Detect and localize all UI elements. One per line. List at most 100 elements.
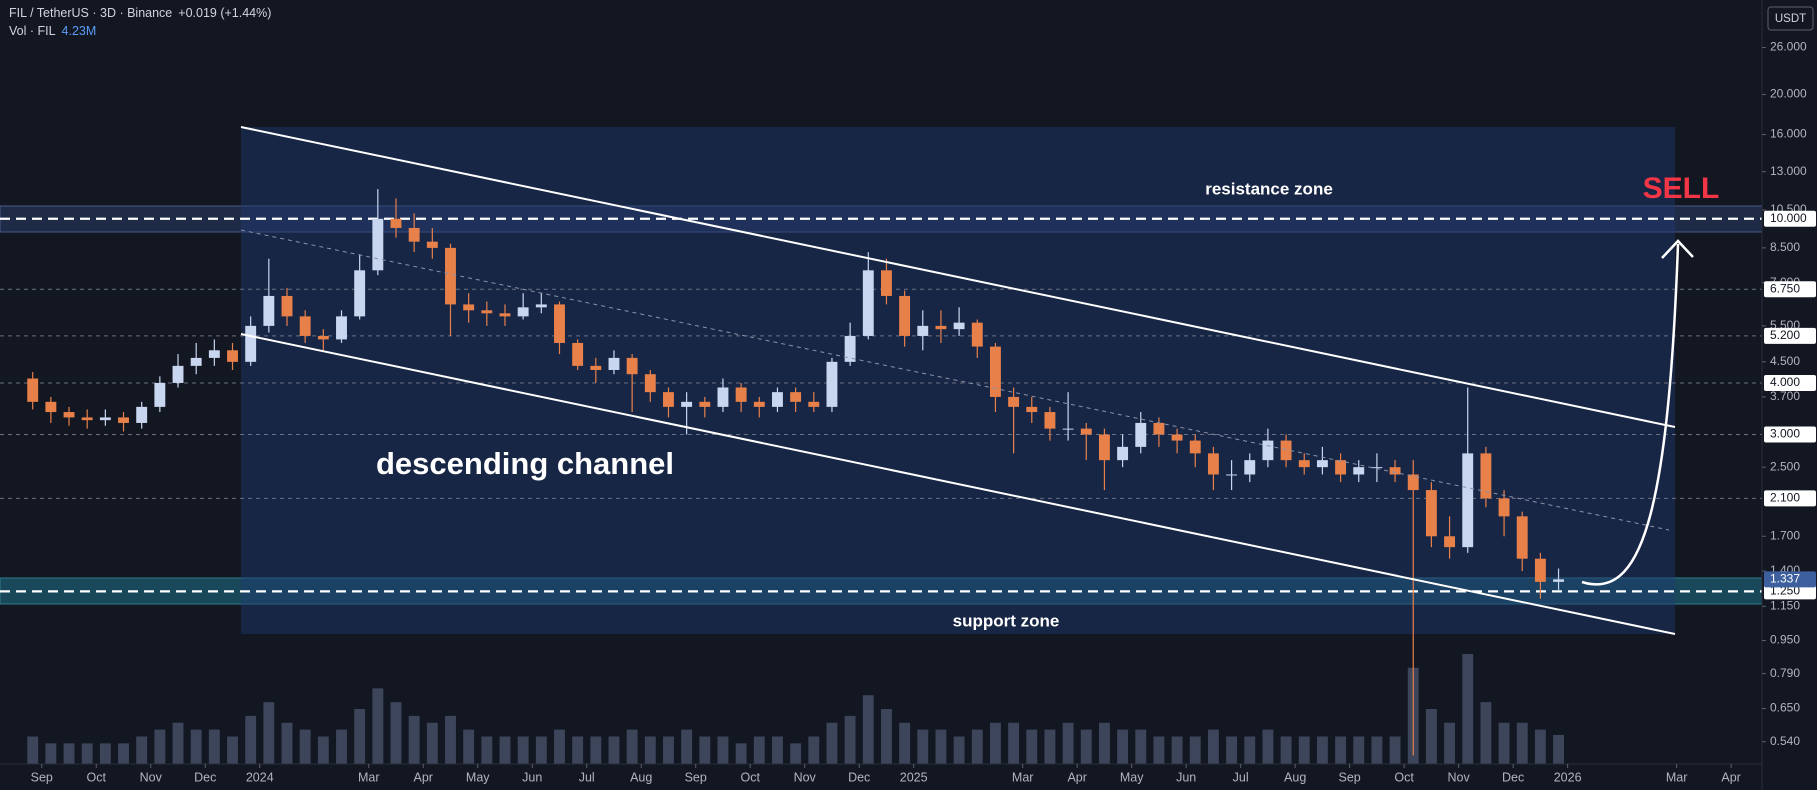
candle-body xyxy=(772,392,783,407)
volume-bar xyxy=(663,736,674,764)
volume-bar xyxy=(1371,736,1383,764)
volume-bar xyxy=(1353,736,1365,764)
last-price-label: 1.337 xyxy=(1770,571,1800,585)
y-tick-label: 0.790 xyxy=(1770,666,1800,680)
volume-bar xyxy=(190,729,202,764)
axis-labels: 26.00020.00016.00013.00010.5008.5007.000… xyxy=(31,40,1816,784)
candle-body xyxy=(390,218,402,228)
candle-body xyxy=(208,350,220,358)
volume-bar xyxy=(717,736,729,764)
channel-upper xyxy=(240,126,1676,428)
price-line-label-bg xyxy=(1764,281,1816,298)
candle-body xyxy=(190,357,202,366)
candle-body xyxy=(1098,434,1110,461)
volume-bar xyxy=(1207,729,1219,764)
price-line-label-bg xyxy=(1764,583,1816,600)
candle-body xyxy=(1244,460,1256,475)
price-line-label-bg xyxy=(1764,426,1816,443)
candle-body xyxy=(935,325,947,330)
volume-bar xyxy=(608,736,620,764)
candle-body xyxy=(1462,453,1474,548)
candle-body xyxy=(499,313,511,317)
candle-body xyxy=(1353,467,1365,475)
volume-bar xyxy=(154,729,166,764)
candle-body xyxy=(317,335,329,340)
sell-label: SELL xyxy=(1643,172,1720,205)
candle-body xyxy=(81,417,93,421)
candle-body xyxy=(753,401,765,407)
candle-body xyxy=(844,335,856,362)
volume-bar xyxy=(263,702,275,764)
y-tick-label: 3.700 xyxy=(1770,389,1800,403)
volume-bar xyxy=(1062,722,1074,764)
x-tick-label: Nov xyxy=(1448,770,1471,784)
x-tick-label: Jun xyxy=(1176,770,1196,784)
candle-body xyxy=(517,307,529,317)
volume-bar xyxy=(1044,729,1056,764)
volume-bar xyxy=(1298,736,1310,764)
y-tick-label: 4.500 xyxy=(1770,354,1800,368)
channel-lower xyxy=(240,333,1676,635)
candle-body xyxy=(917,325,929,336)
candle-body xyxy=(717,387,729,407)
volume-bar xyxy=(1226,736,1238,764)
candle-body xyxy=(1498,498,1510,517)
unit-box xyxy=(1767,6,1814,31)
volume-bar xyxy=(445,715,456,764)
x-tick-label: Mar xyxy=(358,770,380,784)
volume-bar xyxy=(317,736,329,764)
candle-body xyxy=(626,357,638,375)
candle-body xyxy=(735,387,747,402)
candle-body xyxy=(263,295,275,326)
price-line-label: 5.200 xyxy=(1770,328,1800,342)
volume-bar xyxy=(644,736,656,764)
x-tick-label: Dec xyxy=(1502,770,1524,784)
x-tick-label: Oct xyxy=(740,770,760,784)
x-tick-label: Nov xyxy=(140,770,163,784)
candle-body xyxy=(136,406,148,423)
volume-bar xyxy=(590,736,602,764)
candle-body xyxy=(663,392,674,407)
candle-body xyxy=(1226,474,1238,476)
price-line-label: 4.000 xyxy=(1770,375,1800,389)
candle-body xyxy=(118,417,129,423)
volume-bar xyxy=(844,715,856,764)
y-tick-label: 1.700 xyxy=(1770,528,1800,542)
price-axis xyxy=(1762,0,1817,790)
candle-body xyxy=(1026,406,1038,413)
candle-body xyxy=(1044,412,1056,429)
volume-bar xyxy=(1098,722,1110,764)
candle-body xyxy=(99,417,111,421)
volume-bar xyxy=(1135,729,1147,764)
volume-bar xyxy=(27,736,39,764)
y-tick-label: 26.000 xyxy=(1770,40,1807,54)
volume-bar xyxy=(626,729,638,764)
volume-bar xyxy=(1080,729,1092,764)
candle-body xyxy=(1316,460,1328,468)
candle-body xyxy=(426,241,438,248)
volume-bar xyxy=(390,702,402,764)
volume-bar xyxy=(354,709,366,764)
volume-name: Vol · FIL xyxy=(9,24,56,38)
x-tick-label: Mar xyxy=(1666,770,1688,784)
price-line-label-bg xyxy=(1764,374,1816,391)
candle-body xyxy=(1280,440,1292,461)
candle-body xyxy=(535,304,547,308)
y-tick-label: 20.000 xyxy=(1770,87,1807,101)
time-axis xyxy=(0,764,1762,790)
candle-body xyxy=(681,401,693,407)
volume-bar xyxy=(172,722,184,764)
candle-body xyxy=(1171,434,1183,441)
x-tick-label: Oct xyxy=(1394,770,1414,784)
change: +0.019 (+1.44%) xyxy=(178,6,272,20)
last-price-bg xyxy=(1764,571,1816,588)
y-tick-label: 1.150 xyxy=(1770,598,1800,612)
x-tick-label: Sep xyxy=(1339,770,1361,784)
candle-body xyxy=(227,350,238,362)
x-tick-label: Dec xyxy=(194,770,216,784)
candle-body xyxy=(1371,467,1383,469)
volume-bar xyxy=(1516,722,1528,764)
volume-bar xyxy=(208,729,220,764)
volume-bar xyxy=(1316,736,1328,764)
candle-body xyxy=(154,382,166,407)
